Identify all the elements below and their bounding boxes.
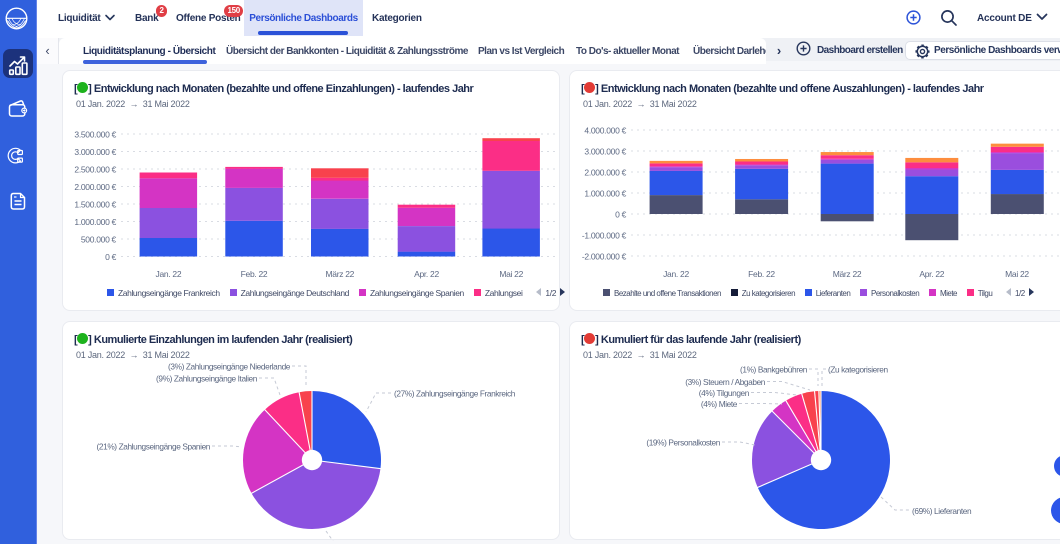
svg-text:März 22: März 22	[325, 269, 354, 279]
svg-text:3.000.000 €: 3.000.000 €	[74, 147, 116, 157]
svg-text:Jan. 22: Jan. 22	[663, 269, 689, 279]
svg-text:3.500.000 €: 3.500.000 €	[74, 130, 116, 140]
svg-text:3.000.000 €: 3.000.000 €	[584, 147, 626, 157]
svg-text:1.500.000 €: 1.500.000 €	[74, 200, 116, 210]
svg-text:Feb. 22: Feb. 22	[748, 269, 775, 279]
svg-text:(27%) Zahlungseingänge Frankre: (27%) Zahlungseingänge Frankreich	[394, 389, 516, 399]
svg-text:März 22: März 22	[833, 269, 862, 279]
svg-text:(Zu kategorisieren: (Zu kategorisieren	[828, 365, 888, 375]
svg-text:-2.000.000 €: -2.000.000 €	[582, 252, 627, 262]
svg-text:Mai 22: Mai 22	[1005, 269, 1029, 279]
svg-text:(69%) Lieferanten: (69%) Lieferanten	[912, 506, 972, 516]
svg-text:4.000.000 €: 4.000.000 €	[584, 126, 626, 136]
svg-text:-1.000.000 €: -1.000.000 €	[582, 231, 627, 241]
svg-text:(21%) Zahlungseingänge Spanien: (21%) Zahlungseingänge Spanien	[97, 442, 211, 452]
svg-text:(3%) Zahlungseingänge Niederla: (3%) Zahlungseingänge Niederlande	[168, 362, 291, 372]
svg-text:0 €: 0 €	[615, 210, 626, 220]
svg-text:2.000.000 €: 2.000.000 €	[74, 182, 116, 192]
svg-text:Feb. 22: Feb. 22	[241, 269, 268, 279]
svg-text:0 €: 0 €	[105, 252, 116, 262]
svg-text:1.000.000 €: 1.000.000 €	[584, 189, 626, 199]
svg-text:(1%) Bankgebühren: (1%) Bankgebühren	[740, 365, 808, 375]
svg-text:1.000.000 €: 1.000.000 €	[74, 217, 116, 227]
svg-text:(3%) Steuern / Abgaben: (3%) Steuern / Abgaben	[685, 377, 766, 387]
svg-text:2.500.000 €: 2.500.000 €	[74, 165, 116, 175]
svg-text:(4%) Tilgungen: (4%) Tilgungen	[699, 388, 750, 398]
svg-text:Jan. 22: Jan. 22	[156, 269, 182, 279]
svg-text:(9%) Zahlungseingänge Italien: (9%) Zahlungseingänge Italien	[156, 374, 258, 384]
svg-text:(19%) Personalkosten: (19%) Personalkosten	[646, 438, 720, 448]
svg-text:500.000 €: 500.000 €	[81, 235, 117, 245]
svg-text:Apr. 22: Apr. 22	[919, 269, 944, 279]
svg-text:2.000.000 €: 2.000.000 €	[584, 168, 626, 178]
svg-text:Mai 22: Mai 22	[499, 269, 523, 279]
svg-text:(4%) Miete: (4%) Miete	[701, 399, 738, 409]
svg-text:Apr. 22: Apr. 22	[414, 269, 439, 279]
